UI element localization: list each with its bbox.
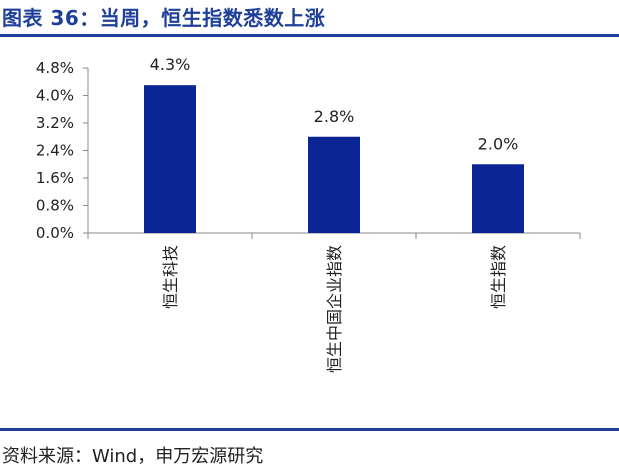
y-tick-label: 3.2%	[36, 114, 74, 132]
bar	[472, 164, 524, 233]
y-tick-label: 0.0%	[36, 224, 74, 242]
bar	[308, 136, 360, 233]
category-label: 恒生科技	[161, 245, 180, 309]
data-label: 2.8%	[314, 107, 355, 126]
data-label: 2.0%	[478, 134, 519, 153]
y-tick-label: 4.8%	[36, 59, 74, 77]
y-tick-label: 1.6%	[36, 169, 74, 187]
y-tick-label: 2.4%	[36, 142, 74, 160]
title-underline	[0, 34, 619, 37]
category-label: 恒生中国企业指数	[325, 245, 344, 373]
source-note: 资料来源：Wind，申万宏源研究	[2, 446, 264, 467]
data-label: 4.3%	[150, 55, 191, 74]
y-tick-label: 4.0%	[36, 87, 74, 105]
footer-rule	[0, 428, 619, 431]
chart-title: 图表 36：当周，恒生指数悉数上涨	[2, 6, 326, 30]
category-label: 恒生指数	[489, 245, 508, 309]
y-tick-label: 0.8%	[36, 197, 74, 215]
bar	[144, 85, 196, 233]
